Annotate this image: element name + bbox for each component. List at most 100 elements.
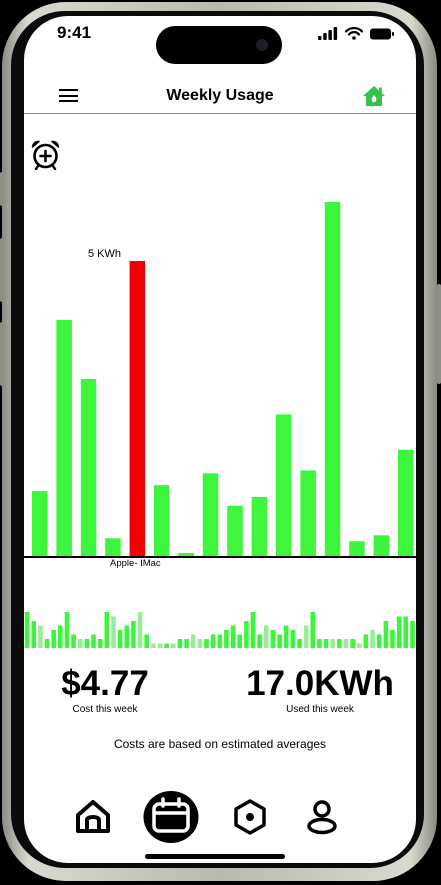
status-icons xyxy=(318,27,394,40)
mini-usage-bar xyxy=(230,625,236,648)
usage-bar[interactable] xyxy=(56,320,72,556)
mini-usage-bar xyxy=(403,616,409,648)
mini-usage-bar xyxy=(330,639,335,648)
highlight-category-label: Apple- IMac xyxy=(110,558,161,569)
usage-bar[interactable] xyxy=(324,202,341,556)
hexagon-settings-icon[interactable] xyxy=(232,798,268,836)
mini-usage-bar xyxy=(410,621,415,648)
app-screen: 9:41 Weekly Usage xyxy=(24,16,416,863)
calendar-icon[interactable] xyxy=(143,790,199,844)
mini-usage-bar xyxy=(337,639,342,648)
home-icon[interactable] xyxy=(74,798,112,836)
mini-usage-bar xyxy=(370,630,375,648)
chart-baseline xyxy=(24,556,416,558)
mini-usage-bar xyxy=(264,625,269,648)
mini-usage-bar xyxy=(111,616,116,648)
mini-usage-bar xyxy=(244,621,249,648)
mini-usage-bar xyxy=(197,639,203,648)
mini-usage-bar xyxy=(363,634,369,648)
usage-bar[interactable] xyxy=(276,414,292,556)
volume-up-button xyxy=(0,238,4,302)
mini-usage-bar xyxy=(190,634,196,648)
power-button xyxy=(437,284,441,384)
mini-usage-bar xyxy=(91,634,96,648)
page-title: Weekly Usage xyxy=(166,87,274,104)
mini-usage-bar xyxy=(84,639,90,648)
mini-usage-bar xyxy=(51,630,56,648)
mini-usage-bar xyxy=(297,639,302,648)
mini-usage-bar xyxy=(204,639,209,648)
usage-bar-chart xyxy=(32,202,414,556)
green-home-icon[interactable] xyxy=(362,85,386,107)
dynamic-island xyxy=(156,26,282,64)
mini-usage-bar xyxy=(310,612,316,648)
cost-note: Costs are based on estimated averages xyxy=(113,737,327,751)
mini-usage-bar xyxy=(104,612,110,648)
mini-usage-bar xyxy=(24,612,30,648)
cost-stat: $4.77 Cost this week xyxy=(44,664,166,715)
usage-bar[interactable] xyxy=(105,538,121,556)
mini-usage-bar xyxy=(117,630,123,648)
mini-usage-bar xyxy=(376,634,382,648)
mini-usage-bar xyxy=(137,612,143,648)
alarm-clock-plus-icon[interactable] xyxy=(30,139,61,170)
mini-usage-bar xyxy=(303,625,309,648)
cost-caption: Cost this week xyxy=(72,704,138,715)
mini-usage-bar xyxy=(323,639,329,648)
profile-icon[interactable] xyxy=(306,798,338,836)
mini-usage-bar xyxy=(31,621,36,648)
mini-usage-bar xyxy=(343,639,349,648)
usage-bar[interactable] xyxy=(300,470,316,556)
mini-usage-bar xyxy=(151,643,156,648)
mini-usage-bar xyxy=(237,634,242,648)
mini-usage-bar xyxy=(390,630,395,648)
action-button xyxy=(0,172,4,206)
highlight-value-label: 5 KWh xyxy=(88,248,122,260)
tab-bar xyxy=(24,790,416,844)
wifi-icon xyxy=(345,27,363,40)
mini-usage-bar xyxy=(124,625,130,648)
energy-caption: Used this week xyxy=(286,704,354,715)
energy-value: 17.0KWh xyxy=(246,664,394,703)
mini-usage-bar xyxy=(171,643,176,648)
mini-usage-bar xyxy=(177,639,183,648)
mini-usage-bar xyxy=(257,634,262,648)
usage-bar[interactable] xyxy=(373,535,390,556)
mini-usage-bar xyxy=(157,643,163,648)
usage-bar[interactable] xyxy=(349,541,365,556)
home-indicator xyxy=(145,854,285,859)
cost-value: $4.77 xyxy=(61,664,149,703)
mini-usage-bar xyxy=(97,639,103,648)
hamburger-menu-icon[interactable] xyxy=(59,89,78,102)
mini-usage-bar xyxy=(270,630,276,648)
mini-usage-bar xyxy=(164,643,169,648)
mini-usage-bar xyxy=(58,625,63,648)
usage-bar[interactable] xyxy=(227,505,243,556)
battery-icon xyxy=(370,28,394,39)
mini-usage-bar xyxy=(131,621,136,648)
volume-down-button xyxy=(0,322,4,386)
usage-bar[interactable] xyxy=(154,485,170,556)
usage-bar[interactable] xyxy=(398,449,414,556)
mini-usage-bar xyxy=(224,630,229,648)
mini-usage-chart xyxy=(24,612,415,648)
mini-usage-bar xyxy=(283,625,289,648)
mini-usage-bar xyxy=(277,634,282,648)
usage-bar[interactable] xyxy=(178,553,194,556)
mini-usage-bar xyxy=(317,639,322,648)
usage-bar[interactable] xyxy=(202,473,219,556)
mini-usage-bar xyxy=(350,639,355,648)
mini-usage-bar xyxy=(250,612,256,648)
mini-usage-bar xyxy=(78,639,83,648)
mini-usage-bar xyxy=(64,612,70,648)
mini-usage-bar xyxy=(383,621,389,648)
header: Weekly Usage xyxy=(24,76,416,114)
mini-usage-bar xyxy=(290,630,296,648)
status-time: 9:41 xyxy=(57,23,92,42)
usage-bar[interactable] xyxy=(251,497,268,556)
mini-usage-bar xyxy=(210,634,216,648)
usage-bar[interactable] xyxy=(80,379,97,556)
highlight-bar[interactable] xyxy=(129,261,146,556)
usage-bar[interactable] xyxy=(32,491,48,556)
mini-usage-bar xyxy=(71,634,76,648)
